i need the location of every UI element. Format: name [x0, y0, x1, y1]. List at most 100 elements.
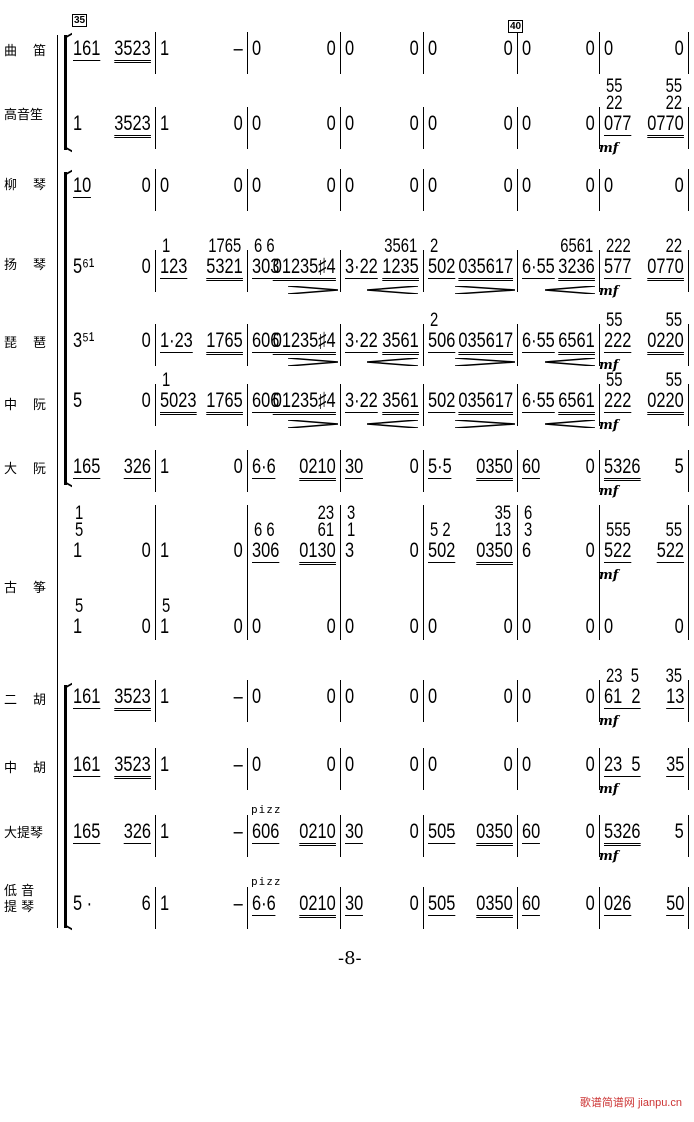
note-group: 0210 [299, 893, 336, 918]
note-group: 1 [160, 892, 170, 915]
note-group: 0 [141, 389, 151, 412]
note-group: 0 [604, 37, 614, 60]
chord-upper-notes: 23 5 [606, 666, 639, 687]
chord-upper-notes: 2 [430, 236, 439, 257]
decrescendo-hairpin [455, 358, 515, 366]
barline [155, 748, 156, 790]
note-group: 61 2 [604, 685, 641, 709]
note-group: 0 [326, 37, 336, 60]
note-group: 1235 [382, 256, 419, 281]
instrument-label-part: 柳 [4, 178, 18, 193]
note-group: 10 [73, 174, 92, 198]
note-group: 50 [665, 892, 684, 916]
note-group: 0 [326, 112, 336, 135]
barline [517, 887, 518, 929]
barline [517, 32, 518, 74]
note-group: 3·22 [345, 329, 378, 353]
crescendo-hairpin [545, 420, 595, 428]
barline [517, 324, 518, 366]
barline [155, 680, 156, 722]
note-group: 60 [522, 892, 541, 916]
note-group: – [233, 820, 243, 843]
note-group: 0 [604, 615, 614, 638]
note-group: – [233, 892, 243, 915]
note-group: 0 [233, 615, 243, 638]
note-group: 5⁶¹ [73, 255, 95, 278]
note-group: 0 [345, 174, 355, 197]
note-group: 1765 [206, 390, 243, 415]
barline [599, 505, 600, 640]
crescendo-hairpin [545, 286, 595, 294]
chord-upper-notes: 55 22 [606, 76, 623, 114]
group-bracket [64, 35, 67, 150]
note-group: 0 [141, 615, 151, 638]
note-group: 1 [73, 539, 83, 562]
chord-upper-notes: 1 [162, 236, 171, 257]
note-group: 1 [73, 615, 83, 638]
barline [247, 887, 248, 929]
note-group: 0 [409, 753, 419, 776]
instrument-label: 古筝 [4, 577, 46, 596]
instrument-label-part: 琴 [32, 258, 46, 273]
decrescendo-hairpin [288, 358, 338, 366]
note-group: 1 [160, 455, 170, 478]
note-group: 3561 [382, 390, 419, 415]
barline [517, 748, 518, 790]
note-group: 0220 [647, 390, 684, 415]
note-group: 3523 [114, 754, 151, 779]
barline [340, 680, 341, 722]
note-group: 123 [160, 255, 188, 279]
note-group: 60 [522, 455, 541, 479]
note-group: 30 [345, 820, 364, 844]
note-group: 1 [160, 615, 170, 638]
chord-upper-notes: 55 [665, 520, 682, 541]
note-group: 5 [73, 389, 83, 412]
barline [247, 107, 248, 149]
instrument-label-part: 高音笙 [4, 108, 44, 123]
instrument-label: 柳琴 [4, 174, 46, 193]
barline [340, 887, 341, 929]
note-group: 303 [252, 255, 280, 279]
note-group: 0 [503, 174, 513, 197]
note-group: 0 [326, 753, 336, 776]
note-group: 0 [428, 685, 438, 708]
chord-upper-notes: 5 2 [430, 520, 451, 541]
note-group: 326 [123, 455, 151, 479]
note-group: 035617 [458, 256, 513, 281]
note-group: 0220 [647, 330, 684, 355]
note-group: 0350 [476, 456, 513, 481]
barline [340, 505, 341, 640]
barline [517, 107, 518, 149]
note-group: 0 [345, 753, 355, 776]
note-group: 30 [345, 455, 364, 479]
note-group: 0 [585, 820, 595, 843]
note-group: 506 [428, 329, 456, 353]
note-group: 0 [503, 753, 513, 776]
barline [517, 250, 518, 292]
note-group: 0 [345, 37, 355, 60]
note-group: 0 [345, 112, 355, 135]
note-group: 0 [409, 455, 419, 478]
note-group: 3523 [114, 38, 151, 63]
instrument-label-part: 琴 [32, 178, 46, 193]
pizz-marking: pizz [251, 803, 282, 816]
note-group: 0 [252, 615, 262, 638]
barline [423, 815, 424, 857]
note-group: 5321 [206, 256, 243, 281]
note-group: 522 [604, 539, 632, 563]
rehearsal-mark: 40 [508, 20, 524, 33]
barline [517, 680, 518, 722]
instrument-label: 低 音提 琴 [4, 884, 46, 916]
note-group: 6 [141, 892, 151, 915]
instrument-label-part: 胡 [32, 761, 46, 776]
note-group: 0770 [647, 256, 684, 281]
note-group: 326 [123, 820, 151, 844]
barline [688, 250, 689, 292]
dynamic-mf: mf [599, 849, 619, 864]
note-group: 0 [409, 112, 419, 135]
instrument-label-part: 胡 [32, 693, 46, 708]
barline [599, 450, 600, 492]
note-group: 0 [585, 753, 595, 776]
instrument-label-part: 大提琴 [4, 826, 44, 841]
barline [423, 324, 424, 366]
